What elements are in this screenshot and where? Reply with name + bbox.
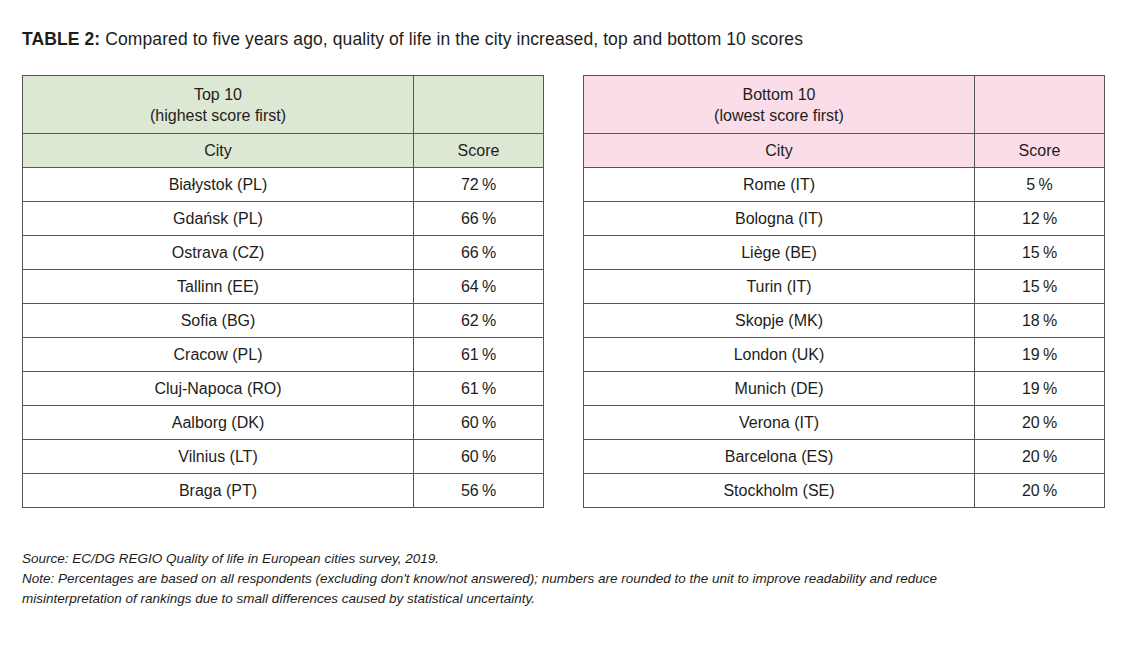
- top10-header-cell: Top 10 (highest score first): [23, 76, 414, 134]
- top10-header-empty-cell: [414, 76, 544, 134]
- bottom10-table: Bottom 10 (lowest score first) City Scor…: [583, 75, 1105, 508]
- city-cell: Bologna (IT): [584, 202, 975, 236]
- score-cell: 15 %: [975, 236, 1105, 270]
- table-row: Turin (IT) 15 %: [584, 270, 1105, 304]
- top10-header-title: Top 10: [23, 84, 413, 105]
- table-row: Ostrava (CZ) 66 %: [23, 236, 544, 270]
- top10-column-header-row: City Score: [23, 134, 544, 168]
- score-cell: 64 %: [414, 270, 544, 304]
- table-row: Stockholm (SE) 20 %: [584, 474, 1105, 508]
- bottom10-column-header-row: City Score: [584, 134, 1105, 168]
- city-cell: Vilnius (LT): [23, 440, 414, 474]
- table-row: Gdańsk (PL) 66 %: [23, 202, 544, 236]
- score-column-header: Score: [975, 134, 1105, 168]
- methodology-note: Note: Percentages are based on all respo…: [22, 569, 1022, 609]
- table-row: Vilnius (LT) 60 %: [23, 440, 544, 474]
- table-row: Braga (PT) 56 %: [23, 474, 544, 508]
- table-row: Rome (IT) 5 %: [584, 168, 1105, 202]
- table-row: Skopje (MK) 18 %: [584, 304, 1105, 338]
- city-cell: Cluj-Napoca (RO): [23, 372, 414, 406]
- top10-title-row: Top 10 (highest score first): [23, 76, 544, 134]
- table-row: Munich (DE) 19 %: [584, 372, 1105, 406]
- table-row: Aalborg (DK) 60 %: [23, 406, 544, 440]
- page-title: TABLE 2: Compared to five years ago, qua…: [22, 28, 803, 50]
- city-cell: Skopje (MK): [584, 304, 975, 338]
- table-row: Bologna (IT) 12 %: [584, 202, 1105, 236]
- score-cell: 12 %: [975, 202, 1105, 236]
- report-page: TABLE 2: Compared to five years ago, qua…: [0, 0, 1125, 653]
- city-cell: Rome (IT): [584, 168, 975, 202]
- score-cell: 72 %: [414, 168, 544, 202]
- score-cell: 5 %: [975, 168, 1105, 202]
- score-cell: 60 %: [414, 406, 544, 440]
- source-note: Source: EC/DG REGIO Quality of life in E…: [22, 549, 1022, 569]
- score-cell: 66 %: [414, 202, 544, 236]
- score-cell: 66 %: [414, 236, 544, 270]
- table-row: Białystok (PL) 72 %: [23, 168, 544, 202]
- top10-header-subtitle: (highest score first): [23, 105, 413, 126]
- city-cell: London (UK): [584, 338, 975, 372]
- city-cell: Braga (PT): [23, 474, 414, 508]
- city-cell: Liège (BE): [584, 236, 975, 270]
- score-cell: 18 %: [975, 304, 1105, 338]
- table-row: Barcelona (ES) 20 %: [584, 440, 1105, 474]
- score-cell: 19 %: [975, 372, 1105, 406]
- score-cell: 19 %: [975, 338, 1105, 372]
- city-cell: Ostrava (CZ): [23, 236, 414, 270]
- score-cell: 20 %: [975, 406, 1105, 440]
- score-cell: 20 %: [975, 440, 1105, 474]
- city-column-header: City: [23, 134, 414, 168]
- footnotes: Source: EC/DG REGIO Quality of life in E…: [22, 549, 1022, 609]
- score-cell: 61 %: [414, 338, 544, 372]
- city-cell: Turin (IT): [584, 270, 975, 304]
- table-row: Liège (BE) 15 %: [584, 236, 1105, 270]
- city-column-header: City: [584, 134, 975, 168]
- top10-table: Top 10 (highest score first) City Score …: [22, 75, 544, 508]
- table-row: Cluj-Napoca (RO) 61 %: [23, 372, 544, 406]
- city-cell: Gdańsk (PL): [23, 202, 414, 236]
- city-cell: Barcelona (ES): [584, 440, 975, 474]
- city-cell: Verona (IT): [584, 406, 975, 440]
- score-cell: 15 %: [975, 270, 1105, 304]
- table-row: Sofia (BG) 62 %: [23, 304, 544, 338]
- city-cell: Sofia (BG): [23, 304, 414, 338]
- score-column-header: Score: [414, 134, 544, 168]
- score-cell: 56 %: [414, 474, 544, 508]
- score-cell: 60 %: [414, 440, 544, 474]
- title-text: Compared to five years ago, quality of l…: [105, 29, 803, 49]
- table-row: Tallinn (EE) 64 %: [23, 270, 544, 304]
- city-cell: Białystok (PL): [23, 168, 414, 202]
- bottom10-title-row: Bottom 10 (lowest score first): [584, 76, 1105, 134]
- score-cell: 20 %: [975, 474, 1105, 508]
- city-cell: Stockholm (SE): [584, 474, 975, 508]
- bottom10-header-cell: Bottom 10 (lowest score first): [584, 76, 975, 134]
- city-cell: Munich (DE): [584, 372, 975, 406]
- score-cell: 62 %: [414, 304, 544, 338]
- city-cell: Aalborg (DK): [23, 406, 414, 440]
- title-label: TABLE 2:: [22, 29, 100, 49]
- city-cell: Cracow (PL): [23, 338, 414, 372]
- table-row: Verona (IT) 20 %: [584, 406, 1105, 440]
- bottom10-header-title: Bottom 10: [584, 84, 974, 105]
- city-cell: Tallinn (EE): [23, 270, 414, 304]
- bottom10-header-subtitle: (lowest score first): [584, 105, 974, 126]
- bottom10-header-empty-cell: [975, 76, 1105, 134]
- table-row: Cracow (PL) 61 %: [23, 338, 544, 372]
- score-cell: 61 %: [414, 372, 544, 406]
- tables-container: Top 10 (highest score first) City Score …: [22, 75, 1105, 508]
- table-row: London (UK) 19 %: [584, 338, 1105, 372]
